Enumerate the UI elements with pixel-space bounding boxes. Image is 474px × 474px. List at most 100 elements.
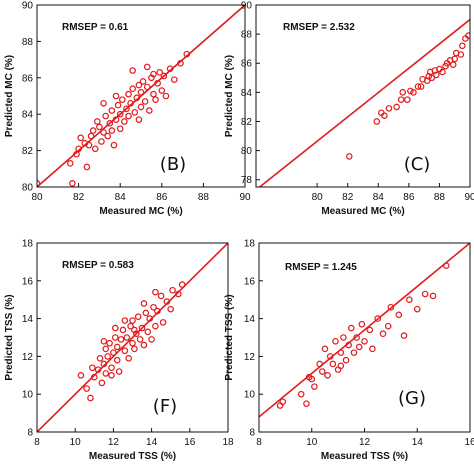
data-point (417, 83, 425, 90)
data-point (175, 290, 182, 298)
x-tick-label: 88 (198, 192, 210, 203)
data-point (89, 364, 96, 372)
panel-label: (G) (398, 388, 426, 409)
x-tick-label: 88 (434, 192, 446, 203)
data-point (399, 89, 407, 96)
data-point (127, 322, 134, 330)
data-point (152, 96, 159, 103)
data-point (154, 307, 161, 315)
data-point (129, 339, 136, 347)
data-point (332, 337, 339, 345)
y-tick-label: 80 (22, 183, 34, 194)
data-point (404, 96, 411, 103)
data-point (355, 343, 363, 351)
data-point (381, 112, 388, 119)
y-tick-label: 86 (22, 73, 34, 84)
data-point (121, 347, 129, 355)
data-point (439, 68, 446, 76)
data-point (379, 330, 387, 338)
data-point (121, 317, 129, 324)
data-point (156, 69, 164, 76)
x-tick-label: 82 (73, 192, 85, 203)
data-point (137, 103, 145, 111)
y-tick-label: 82 (22, 146, 34, 157)
data-point (134, 313, 142, 321)
data-point (75, 145, 82, 153)
data-point (166, 65, 174, 73)
data-point (345, 153, 353, 160)
data-point (150, 70, 157, 78)
data-point (160, 72, 168, 80)
data-point (162, 92, 170, 100)
x-axis-label: Measured MC (%) (99, 206, 182, 217)
data-point (85, 141, 93, 149)
data-point (316, 360, 323, 368)
data-point (428, 74, 436, 82)
data-point (337, 362, 345, 370)
plot-frame (36, 4, 246, 188)
data-point (154, 79, 161, 87)
data-point (410, 89, 417, 96)
y-tick-label: 80 (241, 146, 253, 157)
data-point (100, 99, 107, 107)
data-point (102, 112, 109, 120)
data-point (73, 150, 80, 158)
x-tick-label: 90 (239, 192, 251, 203)
chart-panel-c: 80 82 84 86 88 90 78 80 82 84 86 88 90 Measured MC (%… (224, 1, 474, 218)
data-point (366, 326, 374, 334)
y-tick-label: 88 (22, 37, 34, 48)
data-point (98, 138, 105, 145)
data-point (143, 63, 151, 71)
data-point (112, 324, 119, 332)
data-point (150, 303, 157, 311)
fit-line (258, 18, 470, 187)
data-point (129, 317, 136, 324)
data-point (361, 337, 368, 345)
data-point (119, 326, 127, 334)
y-tick-label: 16 (22, 276, 34, 287)
x-tick-label: 10 (70, 437, 82, 448)
data-point (113, 343, 121, 351)
data-point (393, 103, 400, 111)
data-point (326, 353, 334, 360)
data-point (433, 71, 440, 79)
y-tick-label: 78 (241, 175, 253, 186)
data-point (108, 127, 116, 134)
x-tick-label: 14 (412, 437, 424, 448)
data-point (158, 87, 166, 94)
y-tick-label: 12 (22, 352, 34, 363)
data-point (318, 368, 326, 375)
x-tick-label: 86 (156, 192, 168, 203)
x-tick-label: 84 (373, 192, 385, 203)
data-point (123, 334, 131, 341)
data-point (135, 81, 143, 89)
data-point (373, 118, 381, 125)
data-point (137, 89, 145, 96)
data-point (77, 371, 85, 379)
fit-line (37, 5, 245, 187)
data-point (129, 85, 136, 93)
data-point (138, 324, 146, 332)
data-point (112, 92, 120, 100)
data-point (337, 349, 345, 356)
y-tick-label: 84 (22, 110, 34, 121)
fit-line (259, 243, 470, 418)
data-point (144, 328, 152, 336)
y-tick-label: 12 (244, 352, 256, 363)
data-point (129, 67, 136, 74)
data-point (397, 96, 405, 103)
data-point (69, 180, 76, 187)
data-point (170, 76, 178, 83)
data-point (406, 296, 413, 304)
data-point (353, 334, 360, 341)
y-tick-label: 18 (244, 239, 256, 250)
data-point (178, 281, 186, 288)
data-point (112, 116, 120, 123)
data-point (141, 98, 149, 105)
data-point (37, 180, 41, 187)
chart-panel-f: 8 10 12 14 16 18 8 10 12 14 16 18 Measured TSS (%) Pr… (4, 239, 234, 463)
x-tick-label: 82 (342, 192, 354, 203)
data-point (369, 345, 376, 353)
data-point (140, 341, 148, 349)
